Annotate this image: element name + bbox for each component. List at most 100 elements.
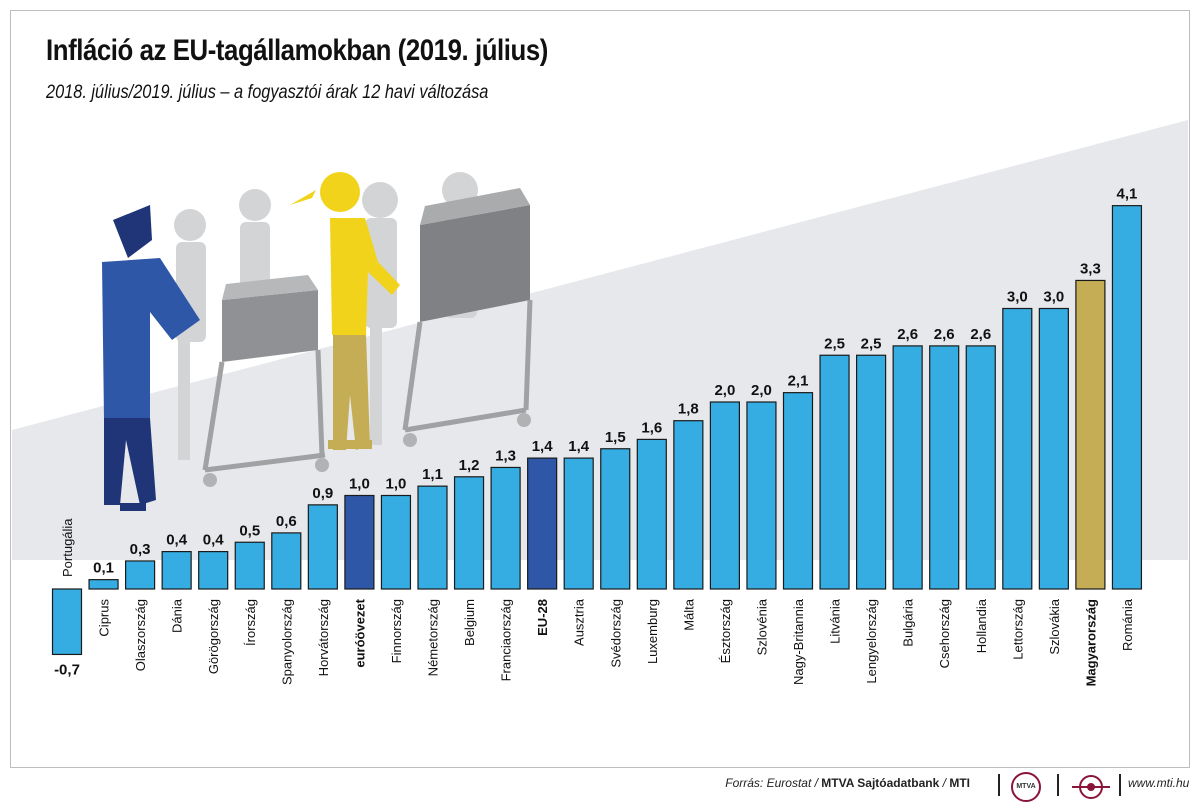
value-label: 1,3 xyxy=(495,447,516,464)
bar xyxy=(673,420,704,590)
category-label: Németország xyxy=(426,599,441,676)
category-label: Észtország xyxy=(718,599,733,663)
bar xyxy=(453,476,485,590)
bar xyxy=(124,560,156,590)
bar xyxy=(563,457,594,590)
category-label: Málta xyxy=(681,598,696,631)
bar xyxy=(380,494,412,590)
value-label: 2,6 xyxy=(897,326,918,343)
bar xyxy=(161,550,192,590)
bar xyxy=(344,494,375,590)
bar xyxy=(819,354,850,590)
category-label: Csehország xyxy=(937,599,952,668)
footer: Forrás: Eurostat / MTVA Sajtóadatbank / … xyxy=(0,772,1200,808)
category-label: Belgium xyxy=(462,599,477,646)
footer-separator xyxy=(998,774,1000,796)
category-label: Hollandia xyxy=(974,598,989,653)
woman-figure xyxy=(290,172,400,450)
category-label: Ciprus xyxy=(97,599,112,637)
value-label: 0,9 xyxy=(312,485,333,502)
value-label: 0,1 xyxy=(93,560,114,577)
source-credit: Forrás: Eurostat / MTVA Sajtóadatbank / … xyxy=(725,776,970,790)
footer-separator xyxy=(1119,774,1121,796)
category-label: Olaszország xyxy=(133,599,148,671)
category-label: Dánia xyxy=(170,598,185,633)
category-label: Görögország xyxy=(206,599,221,674)
chart-title: Infláció az EU-tagállamokban (2019. júli… xyxy=(46,34,548,67)
value-label: 1,5 xyxy=(605,429,626,446)
bar xyxy=(88,579,119,590)
category-label: Magyarország xyxy=(1083,599,1098,686)
bar xyxy=(709,401,741,590)
category-label: Litvánia xyxy=(828,598,843,644)
value-label: -0,7 xyxy=(54,661,80,678)
category-label: Luxemburg xyxy=(645,599,660,664)
category-label: Portugália xyxy=(60,518,75,577)
bar xyxy=(929,345,960,590)
category-label: Bulgária xyxy=(901,598,916,646)
value-label: 1,1 xyxy=(422,466,443,483)
man-figure xyxy=(102,205,200,511)
category-label: Franciaország xyxy=(499,599,514,681)
value-label: 2,5 xyxy=(861,335,882,352)
value-label: 2,1 xyxy=(788,373,809,390)
category-label: Írország xyxy=(243,599,258,646)
category-label: Horvátország xyxy=(316,599,331,676)
category-label: Nagy-Britannia xyxy=(791,598,806,685)
value-label: 0,4 xyxy=(166,532,188,549)
bar xyxy=(307,504,338,590)
bar xyxy=(527,457,558,590)
category-label: Lengyelország xyxy=(864,599,879,684)
value-label: 3,0 xyxy=(1043,289,1064,306)
value-label: 1,0 xyxy=(349,476,370,493)
bar xyxy=(892,345,923,590)
value-label: 0,6 xyxy=(276,513,297,530)
cart-right xyxy=(402,188,533,447)
value-label: 1,8 xyxy=(678,401,699,418)
bar xyxy=(271,532,302,590)
bar xyxy=(417,485,448,590)
bar xyxy=(1111,205,1143,590)
bar xyxy=(782,392,814,590)
value-label: 3,0 xyxy=(1007,289,1028,306)
value-label: 2,5 xyxy=(824,335,845,352)
footer-separator xyxy=(1057,774,1059,796)
value-label: 1,4 xyxy=(568,438,590,455)
category-label: Szlovénia xyxy=(754,598,769,655)
category-label: Lettország xyxy=(1010,599,1025,660)
category-label: Ausztria xyxy=(572,598,587,646)
source-bold-mti: MTI xyxy=(949,776,970,790)
value-label: 1,2 xyxy=(459,457,480,474)
bar xyxy=(600,448,631,590)
value-label: 1,0 xyxy=(386,476,407,493)
value-label: 2,0 xyxy=(714,382,735,399)
mtva-logo: MTVA xyxy=(1011,772,1041,802)
category-label: euróövezet xyxy=(352,598,367,667)
source-bold: MTVA Sajtóadatbank xyxy=(821,776,940,790)
cart-left xyxy=(202,275,329,487)
mti-logo xyxy=(1072,775,1110,799)
bar xyxy=(1075,279,1106,590)
bar xyxy=(490,466,521,590)
value-label: 2,6 xyxy=(934,326,955,343)
value-label: 2,6 xyxy=(970,326,991,343)
bar xyxy=(198,550,229,590)
bar xyxy=(234,541,265,590)
bar xyxy=(1038,307,1069,590)
value-label: 0,5 xyxy=(239,522,260,539)
category-label: EU-28 xyxy=(535,599,550,636)
category-label: Svédország xyxy=(608,599,623,668)
value-label: 4,1 xyxy=(1117,186,1138,203)
bars-group: -0,7 Portugália 0,1 Ciprus 0,3 Olaszország 0,4… xyxy=(51,186,1143,686)
source-separator: / xyxy=(939,776,950,790)
value-label: 0,3 xyxy=(130,541,151,558)
bar xyxy=(965,345,996,590)
category-label: Spanyolország xyxy=(279,599,294,685)
source-prefix: Forrás: Eurostat / xyxy=(725,776,822,790)
chart-subtitle: 2018. július/2019. július – a fogyasztói… xyxy=(46,82,489,103)
bar xyxy=(636,438,667,590)
bar xyxy=(855,354,887,590)
bar xyxy=(1002,307,1033,590)
value-label: 1,4 xyxy=(532,438,554,455)
bar xyxy=(746,401,777,590)
